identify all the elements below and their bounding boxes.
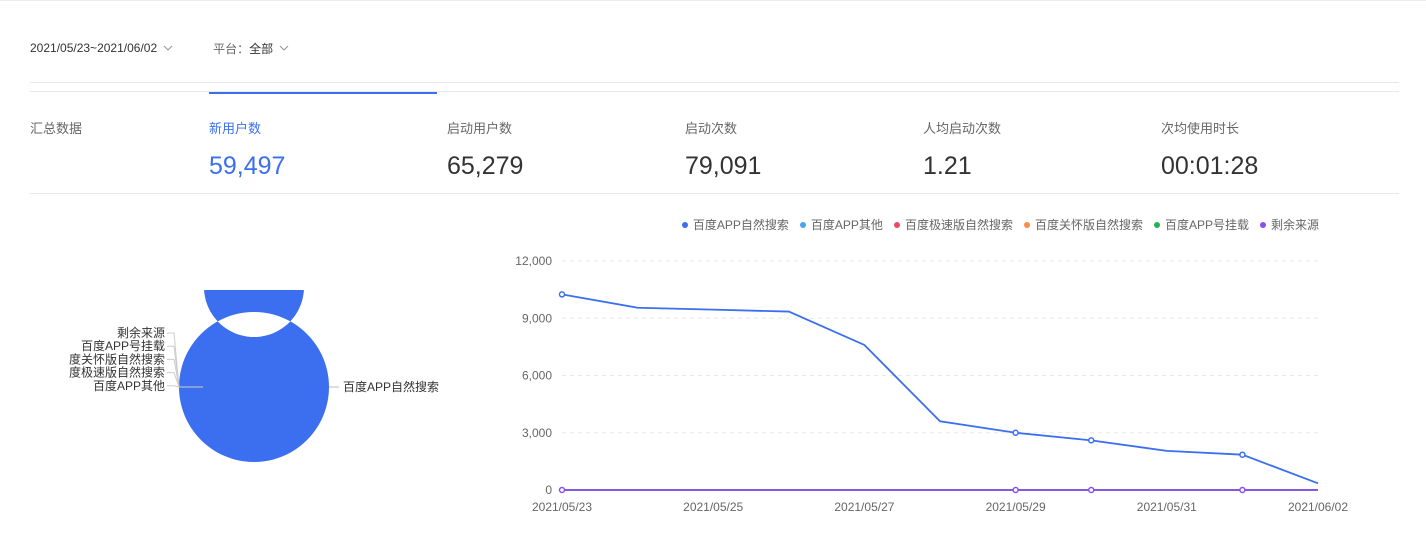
date-range-picker[interactable]: 2021/05/23~2021/06/02 bbox=[30, 41, 173, 55]
summary-label: 汇总数据 bbox=[30, 121, 83, 136]
data-point[interactable] bbox=[1087, 486, 1095, 494]
pie-label: 百度APP号挂载 bbox=[81, 338, 165, 353]
active-tab-indicator bbox=[209, 92, 437, 94]
summary-tabs: 汇总数据 新用户数 59,497 启动用户数 65,279 启动次数 79,09… bbox=[30, 92, 1399, 193]
legend-dot-icon bbox=[681, 221, 688, 228]
legend-item[interactable]: 百度APP号挂载 bbox=[1153, 216, 1249, 233]
y-tick-label: 3,000 bbox=[522, 426, 552, 440]
tab-value: 59,497 bbox=[209, 152, 286, 180]
pie-label: 度关怀版自然搜索 bbox=[69, 351, 165, 366]
divider bbox=[30, 91, 1399, 92]
x-tick-label: 2021/05/31 bbox=[1137, 500, 1197, 514]
tab-value: 1.21 bbox=[923, 152, 972, 180]
data-point[interactable] bbox=[558, 291, 566, 298]
data-point[interactable] bbox=[558, 486, 566, 494]
legend-dot-icon bbox=[893, 221, 900, 228]
tab-value: 00:01:28 bbox=[1161, 152, 1259, 180]
tab-new-users[interactable]: 新用户数 59,497 bbox=[209, 92, 437, 193]
legend-label: 百度APP号挂载 bbox=[1164, 218, 1249, 232]
data-point[interactable] bbox=[1239, 486, 1246, 494]
pie-label: 百度APP其他 bbox=[93, 378, 165, 393]
platform-select[interactable]: 平台： 全部 bbox=[213, 40, 289, 57]
y-tick-label: 9,000 bbox=[522, 311, 552, 325]
label-line bbox=[167, 332, 180, 388]
legend-label: 剩余来源 bbox=[1270, 218, 1319, 232]
tab-label: 人均启动次数 bbox=[923, 121, 1002, 136]
tab-label: 次均使用时长 bbox=[1161, 121, 1240, 136]
y-tick-label: 6,000 bbox=[522, 369, 552, 383]
data-point[interactable] bbox=[1087, 437, 1095, 444]
divider bbox=[30, 193, 1399, 194]
legend-item[interactable]: 百度APP其他 bbox=[799, 216, 883, 233]
legend-dot-icon bbox=[1259, 221, 1266, 228]
pie-label: 度极速版自然搜索 bbox=[69, 365, 165, 380]
data-point[interactable] bbox=[1012, 429, 1019, 436]
y-tick-label: 12,000 bbox=[515, 254, 552, 268]
x-tick-label: 2021/05/23 bbox=[532, 500, 592, 514]
date-range-value: 2021/05/23~2021/06/02 bbox=[30, 41, 158, 55]
legend-dot-icon bbox=[1023, 221, 1030, 228]
chevron-down-icon bbox=[163, 45, 173, 51]
x-tick-label: 2021/05/27 bbox=[834, 500, 894, 514]
legend-label: 百度APP自然搜索 bbox=[692, 218, 789, 232]
tab-launches-per-user[interactable]: 人均启动次数 1.21 bbox=[923, 92, 1151, 193]
series-line bbox=[561, 293, 1319, 485]
pie-label: 剩余来源 bbox=[117, 325, 165, 340]
pie-slice[interactable] bbox=[179, 290, 329, 462]
tab-avg-duration[interactable]: 次均使用时长 00:01:28 bbox=[1161, 92, 1389, 193]
legend-label: 百度极速版自然搜索 bbox=[904, 218, 1013, 232]
tab-launch-count[interactable]: 启动次数 79,091 bbox=[685, 92, 913, 193]
data-point[interactable] bbox=[1012, 486, 1019, 494]
tab-label: 启动用户数 bbox=[447, 121, 513, 136]
label-line bbox=[167, 385, 180, 388]
line-chart: 0 3,000 6,000 9,000 12,000 2021/05/23 2021/05/… bbox=[515, 254, 1348, 514]
tab-label: 新用户数 bbox=[209, 121, 262, 136]
platform-label: 平台： bbox=[213, 41, 250, 56]
legend-item[interactable]: 百度APP自然搜索 bbox=[681, 216, 789, 233]
donut-chart: 百度APP自然搜索 剩余来源百度APP号挂载度关怀版自然搜索度极速版自然搜索百度A… bbox=[69, 290, 439, 462]
tab-value: 79,091 bbox=[685, 152, 762, 180]
label-line bbox=[167, 345, 180, 388]
chevron-down-icon bbox=[279, 45, 289, 51]
filter-bar: 2021/05/23~2021/06/02 平台： 全部 bbox=[30, 38, 289, 58]
legend-item[interactable]: 百度关怀版自然搜索 bbox=[1023, 216, 1143, 233]
divider bbox=[30, 82, 1399, 83]
legend-label: 百度APP其他 bbox=[810, 218, 883, 232]
x-tick-label: 2021/05/29 bbox=[986, 500, 1046, 514]
tab-label: 启动次数 bbox=[685, 121, 738, 136]
platform-value: 全部 bbox=[249, 41, 274, 56]
legend-dot-icon bbox=[1153, 221, 1160, 228]
x-tick-label: 2021/06/02 bbox=[1288, 500, 1348, 514]
legend-dot-icon bbox=[799, 221, 806, 228]
tab-launch-users[interactable]: 启动用户数 65,279 bbox=[447, 92, 675, 193]
label-line bbox=[167, 372, 180, 388]
data-point[interactable] bbox=[1239, 451, 1246, 458]
y-tick-label: 0 bbox=[545, 483, 552, 497]
tab-value: 65,279 bbox=[447, 152, 524, 180]
top-border bbox=[0, 0, 1426, 1]
legend-item[interactable]: 百度极速版自然搜索 bbox=[893, 216, 1013, 233]
label-line bbox=[167, 358, 180, 388]
legend-label: 百度关怀版自然搜索 bbox=[1034, 218, 1143, 232]
x-tick-label: 2021/05/25 bbox=[683, 500, 743, 514]
legend-item[interactable]: 剩余来源 bbox=[1259, 216, 1319, 233]
pie-label: 百度APP自然搜索 bbox=[343, 379, 439, 394]
chart-legend: 百度APP自然搜索 百度APP其他 百度极速版自然搜索 百度关怀版自然搜索 百度APP号… bbox=[671, 216, 1319, 233]
